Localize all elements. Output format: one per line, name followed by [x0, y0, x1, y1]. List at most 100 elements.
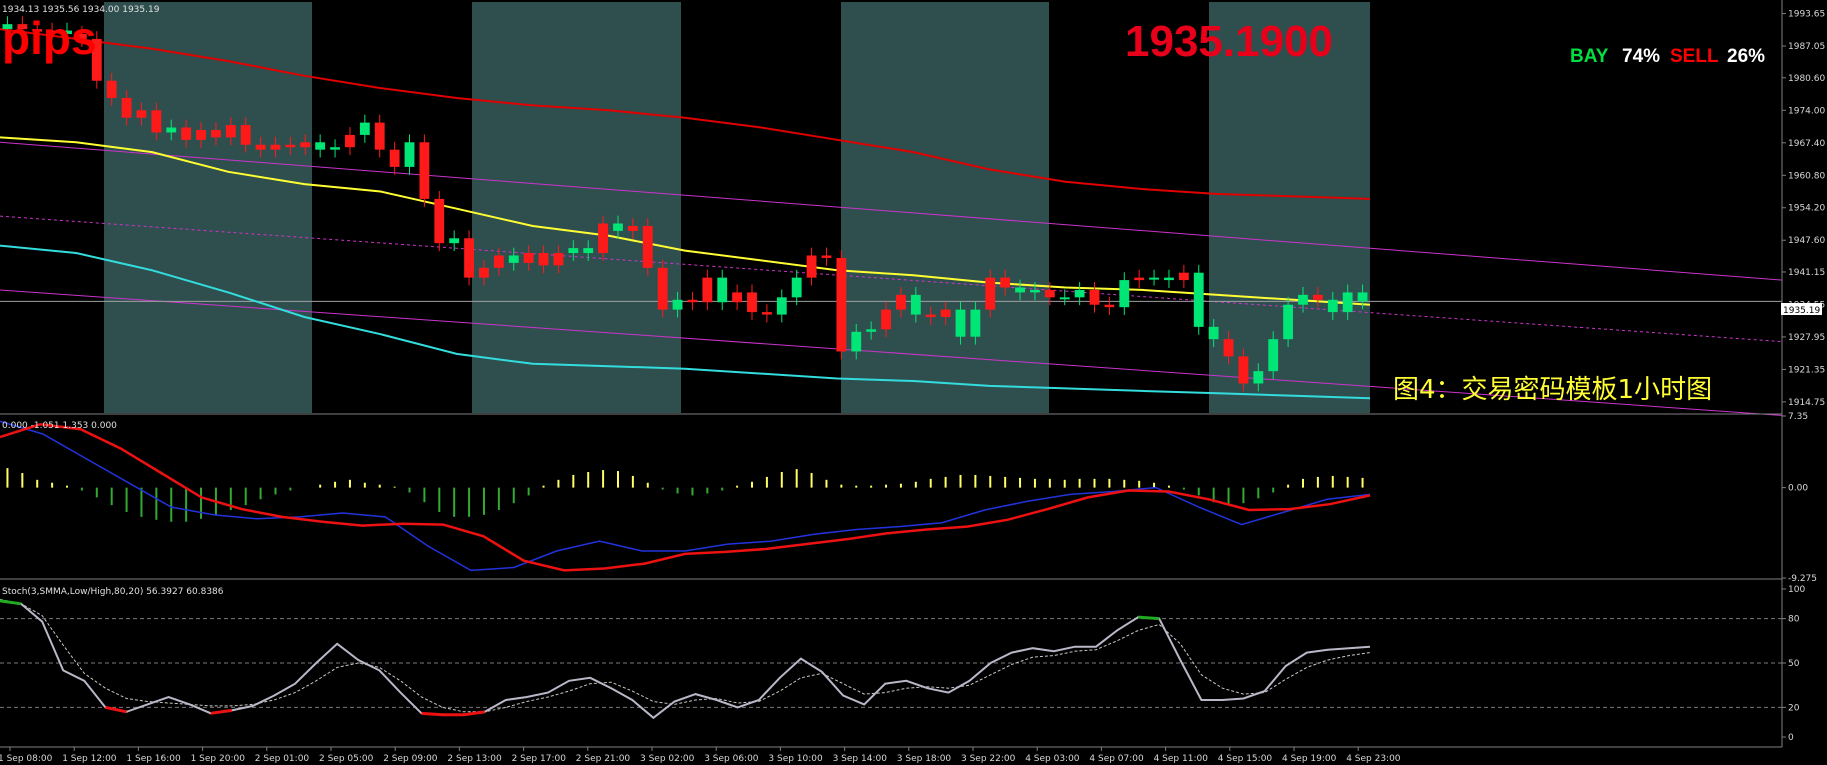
candle-body — [940, 309, 951, 318]
current-price-label: 1935.1900 — [1125, 17, 1333, 66]
time-tick-label: 2 Sep 17:00 — [512, 754, 567, 764]
time-tick-label: 4 Sep 19:00 — [1282, 754, 1337, 764]
chart-annotation: 图4：交易密码模板1小时图 — [1393, 375, 1712, 405]
candle-body — [970, 309, 981, 337]
candle-body — [211, 129, 221, 138]
time-tick-label: 1 Sep 20:00 — [191, 754, 246, 764]
time-tick-label: 2 Sep 21:00 — [576, 754, 631, 764]
last-price-tag-box — [1781, 303, 1822, 315]
candle-body — [1223, 339, 1234, 357]
candle-body — [434, 198, 445, 244]
candle-body — [32, 29, 43, 32]
candle-body — [806, 255, 817, 278]
time-tick-label: 2 Sep 05:00 — [319, 754, 374, 764]
stoch-extreme-segment — [1138, 615, 1160, 621]
candle-body — [225, 125, 236, 138]
candle-body — [196, 129, 206, 140]
candle-body — [761, 312, 772, 315]
candle-body — [568, 248, 579, 254]
macd-tick-label: 7.35 — [1788, 412, 1808, 422]
candle-body — [1253, 371, 1264, 384]
candle-body — [881, 309, 891, 330]
candle-body — [747, 292, 757, 313]
channel-upper — [0, 141, 1783, 281]
macd-panel[interactable] — [0, 420, 1371, 572]
stoch-header: Stoch(3,SMMA,Low/High,80,20) 56.3927 60.… — [2, 587, 224, 597]
macd-tick-label: 0.00 — [1788, 484, 1808, 494]
macd-main-line — [0, 420, 1371, 572]
candle-body — [821, 255, 832, 258]
stoch-tick-label: 20 — [1788, 703, 1800, 713]
ma-upper-red — [0, 28, 1371, 200]
candle-body — [1059, 297, 1070, 300]
candle-body — [91, 38, 102, 81]
candle-body — [300, 142, 311, 148]
price-tick-label: 1927.95 — [1788, 333, 1825, 343]
candle-body — [1268, 339, 1279, 372]
time-tick-label: 3 Sep 22:00 — [961, 754, 1016, 764]
candle-body — [166, 127, 177, 133]
candle-body — [1327, 299, 1338, 313]
candle-body — [1164, 277, 1174, 281]
pips-label: pips — [2, 12, 97, 64]
time-tick-label: 2 Sep 09:00 — [383, 754, 438, 764]
candle-body — [479, 267, 489, 278]
candle-body — [791, 277, 802, 298]
candle-body — [47, 30, 58, 33]
buy-value: 74% — [1622, 46, 1660, 67]
candle-body — [345, 134, 355, 148]
candle-body — [702, 277, 713, 303]
session-shade-3 — [1209, 2, 1370, 413]
last-price-tag: 1935.19 — [1783, 306, 1820, 316]
ma-lower-cyan — [0, 244, 1371, 400]
time-tick-label: 3 Sep 06:00 — [704, 754, 759, 764]
time-tick-label: 4 Sep 07:00 — [1089, 754, 1144, 764]
candle-body — [62, 30, 72, 34]
candle-body — [672, 299, 683, 310]
candle-body — [1000, 277, 1011, 288]
sell-value: 26% — [1727, 46, 1765, 67]
price-panel[interactable] — [0, 2, 1783, 416]
price-tick-label: 1974.00 — [1788, 106, 1825, 116]
price-tick-label: 1941.15 — [1788, 268, 1825, 278]
session-shade-1 — [472, 2, 681, 413]
candle-body — [538, 253, 549, 266]
candle-body — [523, 253, 534, 263]
candle-body — [553, 253, 564, 266]
time-tick-label: 3 Sep 14:00 — [833, 754, 888, 764]
macd-header: 0.000 -1.051 1.353 0.000 — [2, 421, 117, 431]
price-tick-label: 1947.60 — [1788, 236, 1825, 246]
candle-body — [955, 309, 966, 337]
candle-body — [374, 122, 385, 150]
price-header: 1934.13 1935.56 1934.00 1935.19 — [2, 5, 160, 15]
candle-body — [583, 248, 594, 254]
candle-body — [76, 33, 87, 39]
candle-body — [121, 97, 132, 118]
candle-body — [1298, 294, 1308, 305]
ma-middle-yellow — [0, 136, 1371, 306]
stoch-extreme-segment — [210, 708, 233, 715]
stochastic-panel[interactable] — [0, 598, 1782, 720]
time-tick-label: 1 Sep 12:00 — [62, 754, 117, 764]
candle-body — [1283, 304, 1294, 340]
candle-body — [985, 277, 996, 310]
candle-body — [1149, 277, 1159, 280]
price-tick-label: 1993.65 — [1788, 10, 1825, 20]
candle-body — [493, 255, 504, 268]
candle-body — [315, 142, 326, 150]
time-tick-label: 3 Sep 10:00 — [768, 754, 823, 764]
candle-body — [1238, 356, 1249, 384]
stoch-signal-line — [0, 598, 1371, 713]
candle-body — [1193, 272, 1204, 327]
stoch-tick-label: 100 — [1788, 585, 1805, 595]
stoch-extreme-segment — [0, 599, 22, 606]
candle-body — [642, 225, 653, 268]
buy-label: BAY — [1570, 46, 1609, 67]
price-tick-label: 1980.60 — [1788, 74, 1825, 84]
candle-body — [464, 238, 474, 278]
candle-body — [181, 127, 192, 140]
candle-body — [136, 110, 147, 118]
candle-body — [404, 142, 415, 167]
candle-body — [836, 257, 847, 352]
